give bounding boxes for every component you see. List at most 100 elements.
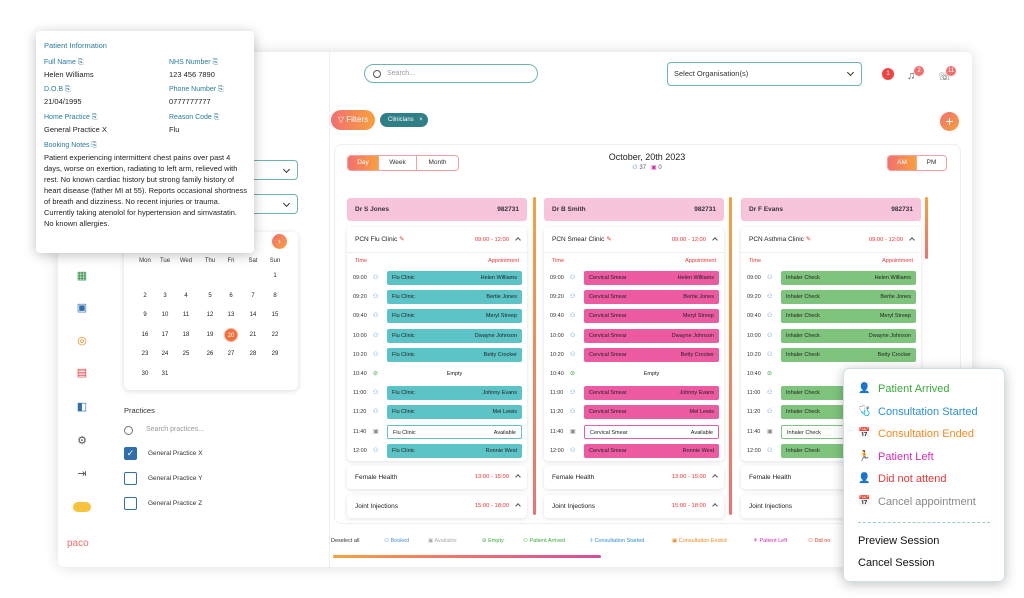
horizontal-scrollbar[interactable]	[333, 555, 601, 558]
calendar-day[interactable]: 14	[249, 312, 257, 319]
calendar-day[interactable]: 9	[143, 312, 147, 319]
copy-icon[interactable]: ⎘	[91, 142, 98, 149]
appointment-box[interactable]: Inhaler Check Helen Williams	[781, 271, 916, 285]
calendar-day[interactable]: 5	[208, 292, 212, 299]
session-section[interactable]: Female Health 13:00 - 15:00	[347, 466, 527, 489]
appointment-slot[interactable]: 10:40 ⊘ Empty	[347, 365, 527, 384]
context-menu-item[interactable]: Patient Left	[878, 450, 934, 463]
calendar-day[interactable]: 4	[184, 292, 188, 299]
legend-item[interactable]: ⚇ Patient Arrived	[523, 538, 565, 544]
legend-item[interactable]: ▣ Available	[428, 538, 457, 544]
copy-icon[interactable]: ⎘	[218, 86, 224, 93]
close-icon[interactable]: ×	[419, 117, 423, 123]
appointment-box[interactable]: Flu Clinic Ronnie West	[387, 443, 522, 458]
appointment-box[interactable]: Cervical Smear Betty Crocker	[584, 347, 719, 362]
calendar-day[interactable]: 7	[251, 292, 255, 299]
am-toggle[interactable]: AM	[888, 156, 916, 170]
chevron-up-icon[interactable]	[712, 503, 718, 509]
context-menu-item[interactable]: Cancel appointment	[878, 495, 976, 508]
id-card-icon[interactable]: ▤	[76, 367, 88, 379]
appointment-box[interactable]: Flu Clinic Meryl Streep	[387, 309, 522, 324]
calendar-day[interactable]: 16	[141, 331, 149, 338]
clinic-header[interactable]: PCN Smear Clinic ✎ 09:00 - 12:00	[544, 227, 724, 253]
appointment-box[interactable]: Cervical Smear Bertie Jones	[584, 290, 719, 305]
appointment-box[interactable]: Flu Clinic Bertie Jones	[387, 290, 522, 305]
session-section[interactable]: Female Health 13:00 - 15:00	[544, 466, 724, 489]
appointment-slot[interactable]: 10:20 ⚇ Inhaler Check Betty Crocker	[741, 346, 921, 365]
calendar-day[interactable]: 10	[161, 312, 169, 319]
appointment-slot[interactable]: 10:40 ⊘	[741, 365, 921, 384]
calendar-day[interactable]: 8	[273, 292, 277, 299]
organisation-select[interactable]: Select Organisation(s)	[667, 62, 862, 86]
context-menu-item[interactable]: Patient Arrived	[878, 383, 950, 395]
chevron-up-icon[interactable]	[712, 474, 718, 480]
appointment-box[interactable]: Cervical Smear Johnny Evans	[584, 386, 719, 401]
appointment-slot[interactable]: 12:00 ⚇ Cervical Smear Ronnie West	[544, 442, 724, 461]
calendar-day[interactable]: 20	[224, 327, 238, 342]
appointment-slot[interactable]: 09:20 ⚇ Flu Clinic Bertie Jones	[347, 288, 527, 307]
calendar-day[interactable]: 23	[141, 351, 149, 358]
calendar-day[interactable]: 29	[271, 351, 279, 358]
view-month[interactable]: Month	[416, 156, 458, 170]
appointment-slot[interactable]: 10:20 ⚇ Cervical Smear Betty Crocker	[544, 346, 724, 365]
appointment-box[interactable]: Inhaler Check Dwayne Johnson	[781, 328, 916, 343]
legend-item[interactable]: ⚕ Consultation Started	[590, 538, 644, 544]
calendar-day[interactable]: 31	[161, 371, 169, 377]
chevron-up-icon[interactable]	[712, 237, 718, 243]
edit-icon[interactable]: ✎	[606, 236, 612, 243]
appointment-box[interactable]: Flu Clinic Betty Crocker	[387, 347, 522, 362]
appointment-slot[interactable]: 10:00 ⚇ Flu Clinic Dwayne Johnson	[347, 327, 527, 346]
calendar-day[interactable]: 18	[182, 331, 190, 338]
appointment-slot[interactable]: 10:40 ⊘ Empty	[544, 365, 724, 384]
appointment-box[interactable]: Empty	[584, 367, 719, 381]
appointment-slot[interactable]: 10:20 ⚇ Flu Clinic Betty Crocker	[347, 346, 527, 365]
column-scrollbar[interactable]	[925, 197, 928, 259]
calendar-day[interactable]: 26	[206, 351, 214, 358]
deselect-all-link[interactable]: Deselect all	[331, 538, 360, 544]
session-section[interactable]: Joint Injections 15:00 - 18:00	[347, 495, 527, 518]
pm-toggle[interactable]: PM	[916, 156, 946, 170]
calendar-day[interactable]: 6	[229, 292, 233, 299]
edit-icon[interactable]: ✎	[805, 236, 812, 243]
contact-icon[interactable]: ◧	[76, 401, 88, 413]
appointment-slot[interactable]: 09:00 ⚇ Cervical Smear Helen Williams	[544, 269, 724, 288]
chevron-up-icon[interactable]	[515, 474, 521, 480]
appointment-box[interactable]: Cervical Smear Mel Lewis	[584, 405, 719, 420]
calendar-day[interactable]: 24	[161, 351, 169, 358]
appointment-box[interactable]: Inhaler Check Bertie Jones	[781, 290, 916, 305]
chevron-up-icon[interactable]	[515, 503, 521, 509]
copy-icon[interactable]: ⎘	[212, 59, 219, 66]
appointment-slot[interactable]: 09:40 ⚇ Flu Clinic Meryl Streep	[347, 307, 527, 326]
alert-icon[interactable]	[882, 68, 894, 80]
appointment-slot[interactable]: 11:00 ⚇ Cervical Smear Johnny Evans	[544, 384, 724, 403]
practice-checkbox[interactable]	[124, 472, 137, 485]
appointment-slot[interactable]: 10:00 ⚇ Inhaler Check Dwayne Johnson	[741, 327, 921, 346]
appointment-slot[interactable]: 10:00 ⚇ Cervical Smear Dwayne Johnson	[544, 327, 724, 346]
session-action[interactable]: Cancel Session	[858, 557, 935, 569]
appointment-slot[interactable]: 09:40 ⚇ Cervical Smear Meryl Streep	[544, 307, 724, 326]
calendar-icon[interactable]: ▣	[76, 302, 88, 314]
appointment-slot[interactable]: 11:20 ⚇ Cervical Smear Mel Lewis	[544, 403, 724, 422]
practice-checkbox[interactable]: ✓	[124, 447, 137, 460]
appointment-slot[interactable]: 11:40 ▣ Flu Clinic Available	[347, 423, 527, 442]
gear-icon[interactable]: ⚙	[77, 435, 87, 447]
calendar-day[interactable]: 12	[206, 312, 214, 319]
legend-item[interactable]: ⚇ Booked	[384, 538, 409, 544]
chevron-up-icon[interactable]	[515, 237, 521, 243]
appointment-slot[interactable]: 09:20 ⚇ Inhaler Check Bertie Jones	[741, 288, 921, 307]
session-section[interactable]: Joint Injections 15:00 - 18:00	[544, 495, 724, 518]
column-scrollbar[interactable]	[533, 197, 536, 515]
chevron-up-icon[interactable]	[909, 237, 915, 243]
appointment-box[interactable]: Cervical Smear Meryl Streep	[584, 309, 719, 324]
calendar-day[interactable]: 15	[271, 312, 279, 319]
appointment-box[interactable]: Inhaler Check Meryl Streep	[781, 309, 916, 324]
grid-icon[interactable]: ▦	[76, 270, 88, 282]
clinic-header[interactable]: PCN Flu Clinic ✎ 09:00 - 12:00	[347, 227, 527, 253]
edit-icon[interactable]: ✎	[399, 236, 405, 243]
calendar-day[interactable]: 22	[271, 331, 279, 338]
appointment-box[interactable]: Cervical Smear Dwayne Johnson	[584, 328, 719, 343]
theme-toggle[interactable]	[73, 502, 91, 512]
chat-icon[interactable]: ◎	[77, 335, 87, 347]
copy-icon[interactable]: ⎘	[213, 114, 220, 121]
context-menu-item[interactable]: Consultation Started	[878, 405, 978, 418]
